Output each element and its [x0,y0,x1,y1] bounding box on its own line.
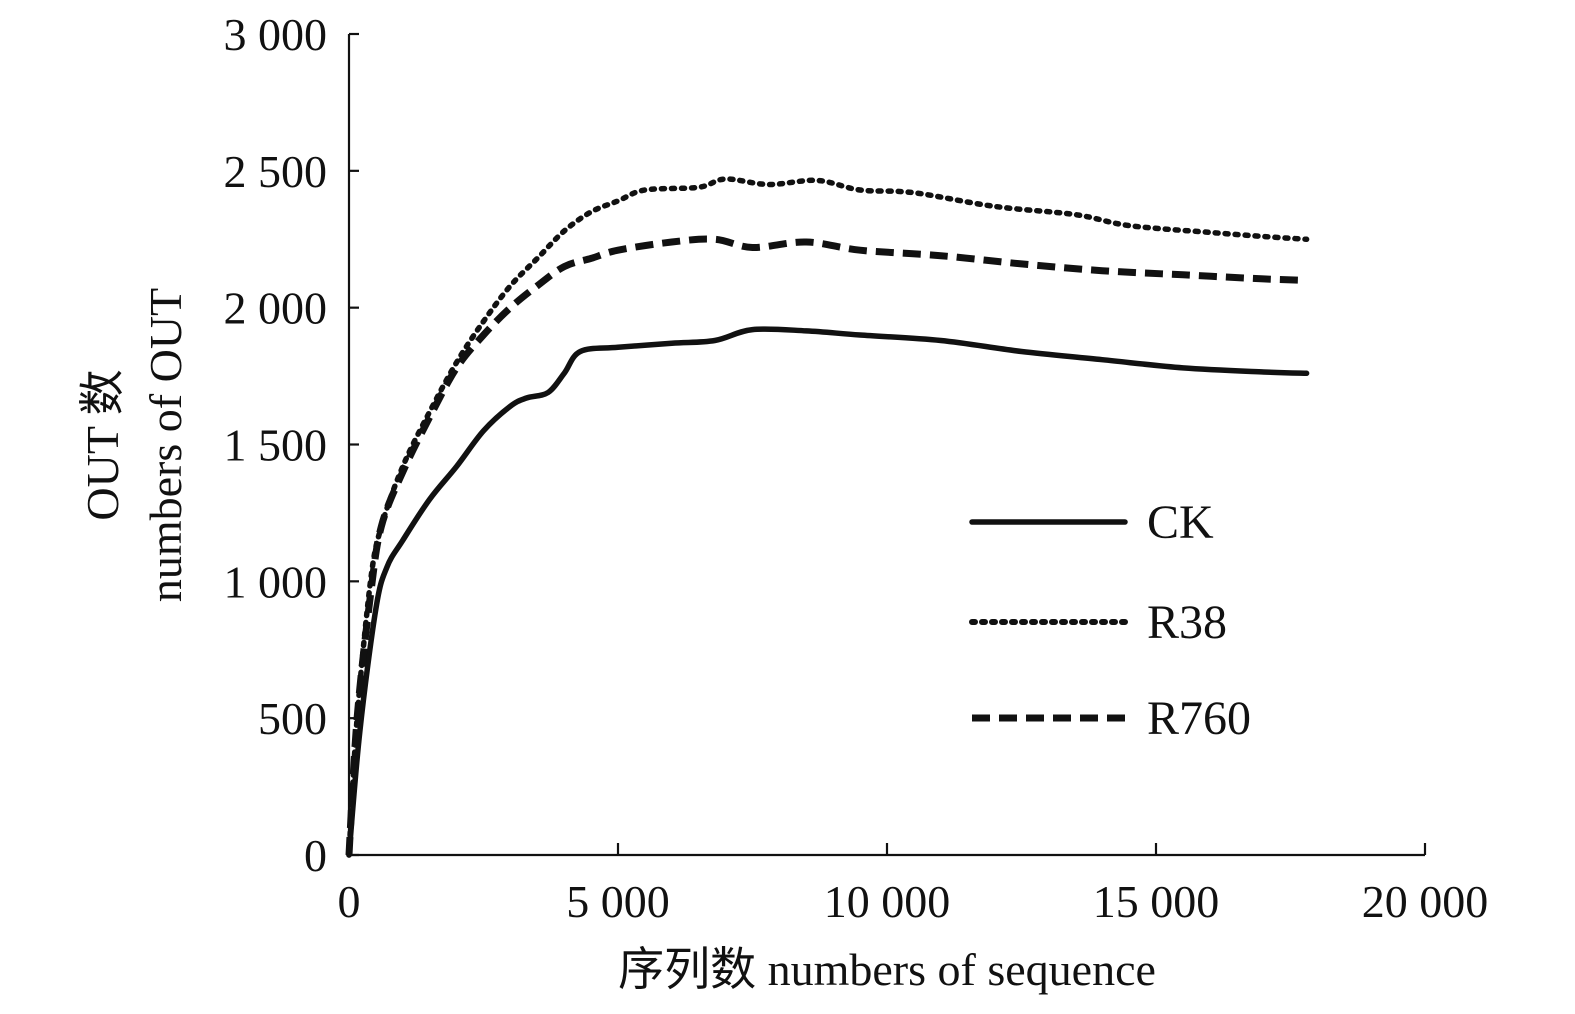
x-axis-title: 序列数 numbers of sequence [618,944,1156,995]
y-axis-title: OUT 数 numbers of OUT [77,288,191,602]
x-ticks: 0 5 000 10 000 15 000 20 000 [338,843,1489,927]
x-tick-label: 20 000 [1362,876,1489,927]
legend: CK R38 R760 [969,496,1251,745]
y-tick-label: 3 000 [224,9,328,60]
series-layer [345,176,1310,858]
x-tick-label: 0 [338,876,361,927]
y-tick-label: 0 [304,830,327,881]
series-line-r38 [346,176,1310,858]
y-tick-label: 2 500 [224,146,328,197]
y-tick-label: 1 000 [224,556,328,607]
x-tick-label: 15 000 [1093,876,1220,927]
y-axis-title-line-2: numbers of OUT [140,288,191,602]
x-tick-label: 10 000 [824,876,951,927]
y-tick-label: 2 000 [224,283,328,334]
x-tick-label: 5 000 [566,876,670,927]
series-line-r760 [345,235,1307,856]
legend-label-r38: R38 [1147,596,1227,649]
y-axis-title-line-1: OUT 数 [77,369,128,520]
y-tick-label: 500 [258,693,327,744]
axes [347,34,1425,857]
y-tick-label: 1 500 [224,420,328,471]
legend-label-ck: CK [1147,496,1214,549]
legend-label-r760: R760 [1147,692,1251,745]
y-ticks: 0 500 1 000 1 500 2 000 2 500 3 000 [224,9,359,881]
series-line-ck [346,326,1310,858]
